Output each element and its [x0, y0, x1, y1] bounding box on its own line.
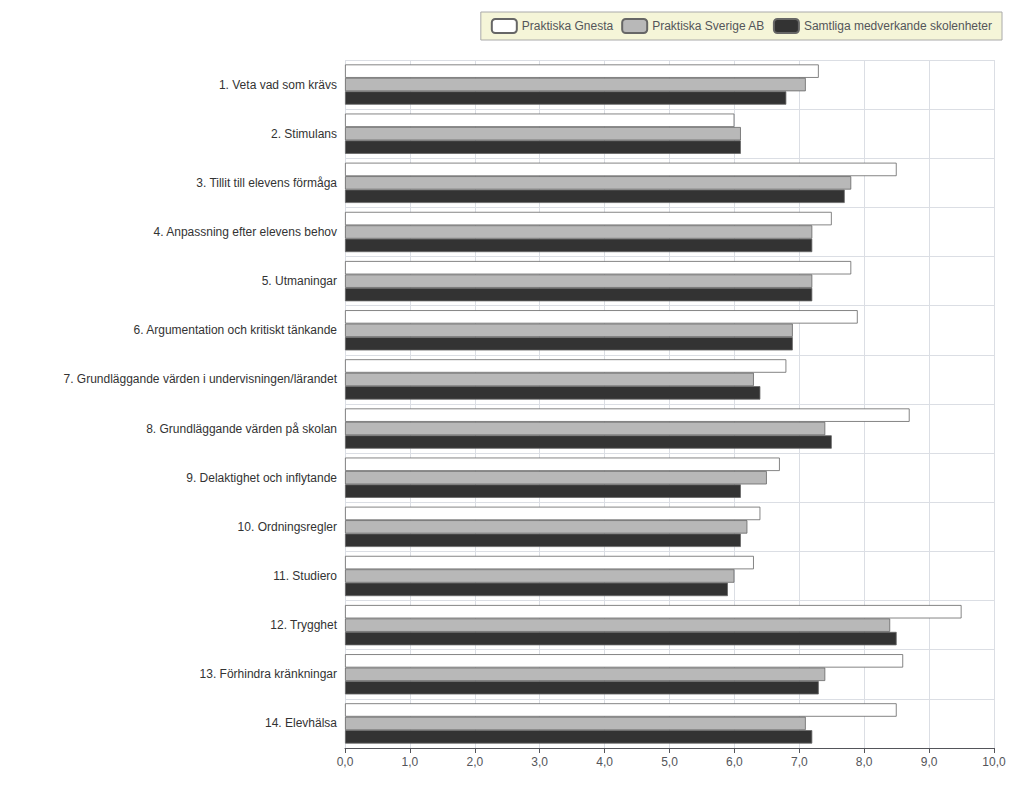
svg-text:1. Veta vad som krävs: 1. Veta vad som krävs [219, 78, 337, 92]
svg-text:Samtliga medverkande skolenhet: Samtliga medverkande skolenheter [804, 19, 992, 33]
svg-text:7,0: 7,0 [791, 755, 808, 769]
svg-text:4. Anpassning efter elevens be: 4. Anpassning efter elevens behov [154, 225, 337, 239]
svg-text:5. Utmaningar: 5. Utmaningar [262, 274, 337, 288]
svg-text:3,0: 3,0 [531, 755, 548, 769]
svg-text:8. Grundläggande värden på sko: 8. Grundläggande värden på skolan [146, 422, 337, 436]
svg-text:14. Elevhälsa: 14. Elevhälsa [265, 716, 337, 730]
svg-text:0,0: 0,0 [337, 755, 354, 769]
svg-text:Praktiska Gnesta: Praktiska Gnesta [522, 19, 614, 33]
svg-text:6,0: 6,0 [726, 755, 743, 769]
svg-text:7. Grundläggande värden i unde: 7. Grundläggande värden i undervisningen… [63, 372, 337, 386]
svg-text:11. Studiero: 11. Studiero [273, 569, 337, 583]
svg-text:1,0: 1,0 [402, 755, 419, 769]
svg-text:13. Förhindra kränkningar: 13. Förhindra kränkningar [200, 667, 337, 681]
svg-text:10,0: 10,0 [982, 755, 1006, 769]
svg-text:3. Tillit till elevens förmåga: 3. Tillit till elevens förmåga [196, 176, 337, 190]
svg-text:5,0: 5,0 [661, 755, 678, 769]
svg-text:10. Ordningsregler: 10. Ordningsregler [238, 520, 337, 534]
svg-text:4,0: 4,0 [596, 755, 613, 769]
svg-text:6. Argumentation och kritiskt: 6. Argumentation och kritiskt tänkande [134, 323, 338, 337]
svg-text:12. Trygghet: 12. Trygghet [270, 618, 337, 632]
svg-text:2,0: 2,0 [466, 755, 483, 769]
svg-text:2. Stimulans: 2. Stimulans [271, 127, 337, 141]
svg-text:Praktiska Sverige AB: Praktiska Sverige AB [652, 19, 764, 33]
svg-text:8,0: 8,0 [856, 755, 873, 769]
svg-text:9,0: 9,0 [921, 755, 938, 769]
svg-text:9. Delaktighet och inflytande: 9. Delaktighet och inflytande [186, 471, 337, 485]
